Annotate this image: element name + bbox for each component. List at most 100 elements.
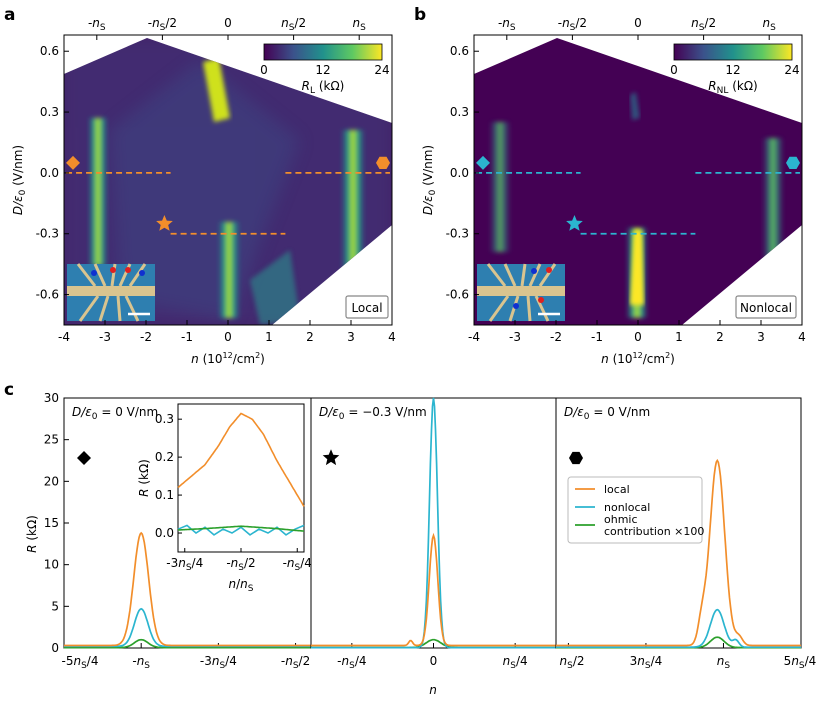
heatmap-b-feature-pos-ns <box>762 138 784 280</box>
inset-y-tick-label: 0.3 <box>155 412 174 426</box>
heatmap-b-feature-faint <box>630 92 640 120</box>
c-y-tick-label: 25 <box>44 433 59 447</box>
panel-b-heatmap: 0 12 24 RNL (kΩ) Nonlocal -4 -3 -2 -1 0 1 2 3 4-… <box>421 16 806 366</box>
c-y-tick-label: 0 <box>51 641 59 655</box>
y-tick-label: -0.3 <box>446 227 469 241</box>
colorbar-b-tick-mid: 12 <box>725 63 740 77</box>
c-x-tick-label: nS​/2 <box>559 654 584 671</box>
subplot-3: nS​/2 3nS​/4 nS​ 5nS​/4 D/ε0 = 0 V/nm <box>555 397 817 671</box>
colorbar-a-tick-max: 24 <box>374 63 389 77</box>
series-local <box>311 532 556 647</box>
inset-x-tick-label: -3nS​/4 <box>166 556 203 573</box>
c-x-tick-label: nS​ <box>717 654 731 671</box>
panel-a-cuts <box>66 155 390 235</box>
panel-c-linecuts: 0 5 10 15 20 25 30 -5nS​/4 -nS​ -3nS​/4 -nS​/2 D/ε0… <box>25 391 816 697</box>
series-nonlocal <box>311 397 556 649</box>
y-axis-label: D/ε0 (V/nm) <box>421 145 438 215</box>
panel-c-ylabel: R (kΩ) <box>25 515 39 553</box>
x-tick-label: 1 <box>265 330 273 344</box>
heatmap-b-feature-cnp-core <box>630 230 644 305</box>
panel-c-legend: local nonlocal ohmic contribution ×100 <box>567 476 704 544</box>
panel-label-a: a <box>4 5 15 25</box>
heatmap-b-feature-neg-ns <box>489 122 511 252</box>
x-tick-label: -2 <box>550 330 562 344</box>
cut-marker-hexagon <box>376 156 390 169</box>
y-tick-label: 0.6 <box>450 44 469 58</box>
x-axis-label: n (1012/cm2) <box>191 351 265 366</box>
inset-y-tick-label: 0.2 <box>155 450 174 464</box>
legend-label-ohmic: ohmic contribution ×100 <box>604 513 704 538</box>
c-y-tick-label: 5 <box>51 599 59 613</box>
panel-b-device-photo <box>477 263 565 322</box>
top-tick-label: nS​/2 <box>281 16 306 33</box>
x-tick-label: -4 <box>468 330 480 344</box>
c-x-tick-label: nS​/4 <box>503 654 528 671</box>
cut-marker-star <box>156 215 173 231</box>
series-nonlocal <box>556 608 801 649</box>
cut-marker-diamond <box>66 155 80 170</box>
c-y-tick-label: 10 <box>44 558 59 572</box>
c-y-tick-label: 30 <box>44 391 59 405</box>
inset-x-tick-label: -nS​/2 <box>226 556 255 573</box>
legend-label-local: local <box>604 483 630 496</box>
x-tick-label: -1 <box>591 330 603 344</box>
top-tick-label: nS​ <box>353 16 367 33</box>
y-tick-label: 0.3 <box>40 105 59 119</box>
panel-b-box-label: Nonlocal <box>740 301 792 315</box>
panel-a-heatmap: 0 12 24 RL (kΩ) Local -4 -3 -2 -1 0 1 2 3 4-0.6-… <box>11 16 396 366</box>
x-tick-label: -3 <box>509 330 521 344</box>
panel-c-subplots: 0 5 10 15 20 25 30 -5nS​/4 -nS​ -3nS​/4 -nS​/2 D/ε0… <box>44 391 817 671</box>
subplot-1: -5nS​/4-nS​-3nS​/4-nS​/2D/ε0 = 0 V/nm0.0… <box>62 397 312 671</box>
panel-label-c: c <box>4 380 14 400</box>
heatmap-a-feature-side <box>250 250 300 325</box>
top-tick-label: -nS​ <box>88 16 106 33</box>
panel-a-axes: -4-3-2-101234-0.6-0.30.00.30.6-nS​-nS​/2… <box>11 16 396 366</box>
top-tick-label: nS​/2 <box>691 16 716 33</box>
colorbar-b <box>673 43 793 61</box>
panel-b-box <box>735 295 797 319</box>
x-tick-label: -2 <box>140 330 152 344</box>
panel-b-cuts <box>476 155 800 235</box>
top-tick-label: 0 <box>634 16 642 30</box>
y-tick-label: -0.6 <box>36 288 59 302</box>
legend-box <box>567 476 703 544</box>
panel-a-device-photo <box>67 263 155 322</box>
subplot-2: -nS​/4 0 nS​/4 D/ε0 = −0.3 V/nm <box>310 397 557 671</box>
series-local <box>556 458 801 647</box>
x-tick-label: 2 <box>716 330 724 344</box>
c-x-tick-label: -nS​ <box>132 654 150 671</box>
y-axis-label: D/ε0 (V/nm) <box>11 145 28 215</box>
top-tick-label: -nS​ <box>498 16 516 33</box>
c-x-tick-label: 5nS​/4 <box>784 654 817 671</box>
top-tick-label: -nS​/2 <box>148 16 177 33</box>
panel-a-box-label: Local <box>351 301 382 315</box>
legend-label-nonlocal: nonlocal <box>604 501 650 514</box>
x-tick-label: 3 <box>347 330 355 344</box>
x-axis-label: n (1012/cm2) <box>601 351 675 366</box>
panel-label-b: b <box>414 5 426 25</box>
top-tick-label: -nS​/2 <box>558 16 587 33</box>
colorbar-a-tick-min: 0 <box>260 63 268 77</box>
heatmap-a-feature-neg-ns <box>88 118 108 266</box>
c-x-tick-label: -3nS​/4 <box>200 654 237 671</box>
colorbar-b-tick-max: 24 <box>784 63 799 77</box>
heatmap-a-diffuse <box>110 60 300 320</box>
c-x-tick-label: 0 <box>430 654 438 668</box>
y-tick-label: 0.0 <box>450 166 469 180</box>
x-tick-label: 1 <box>675 330 683 344</box>
c-y-tick-label: 15 <box>44 516 59 530</box>
x-tick-label: 3 <box>757 330 765 344</box>
inset-x-tick-label: -nS​/4 <box>283 556 312 573</box>
cut-marker-diamond <box>476 155 490 170</box>
y-tick-label: 0.3 <box>450 105 469 119</box>
c-x-tick-label: -nS​/4 <box>337 654 366 671</box>
top-tick-label: 0 <box>224 16 232 30</box>
c-x-tick-label: -nS​/2 <box>281 654 310 671</box>
series-nonlocal <box>64 607 311 648</box>
colorbar-a-label: RL (kΩ) <box>302 79 345 96</box>
series-local <box>64 531 311 647</box>
x-tick-label: -3 <box>99 330 111 344</box>
x-tick-label: 4 <box>798 330 806 344</box>
colorbar-b-label: RNL (kΩ) <box>708 79 757 96</box>
